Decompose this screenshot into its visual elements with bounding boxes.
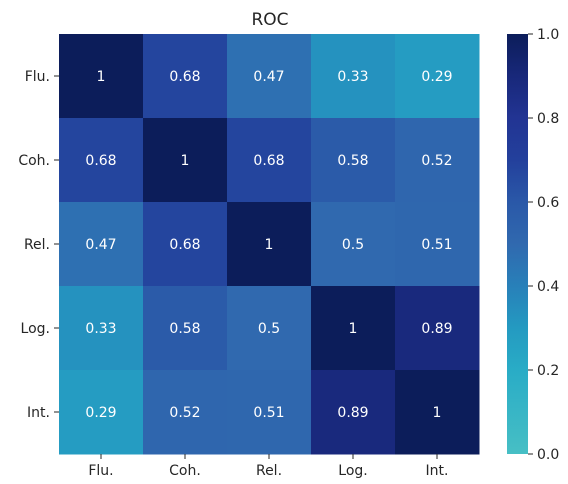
cell-value-label: 0.5 xyxy=(342,237,364,253)
cell-value-label: 0.51 xyxy=(421,237,452,253)
cell-value-label: 0.68 xyxy=(85,153,116,169)
y-tick-label: Int. xyxy=(27,405,50,421)
cell-value-label: 0.47 xyxy=(253,69,284,85)
cell-value-label: 1 xyxy=(181,153,190,169)
y-tick-label: Coh. xyxy=(18,153,50,169)
cell-value-label: 1 xyxy=(97,69,106,85)
cell-value-label: 0.33 xyxy=(85,321,116,337)
cell-value-label: 0.5 xyxy=(258,321,280,337)
cell-value-label: 0.68 xyxy=(169,69,200,85)
y-tick-label: Rel. xyxy=(24,237,50,253)
cell-value-label: 0.68 xyxy=(169,237,200,253)
cell-value-label: 0.68 xyxy=(253,153,284,169)
cell-value-label: 0.33 xyxy=(337,69,368,85)
x-tick-label: Flu. xyxy=(88,463,113,479)
cell-value-label: 0.29 xyxy=(421,69,452,85)
cell-value-label: 0.58 xyxy=(337,153,368,169)
cell-value-label: 0.51 xyxy=(253,405,284,421)
colorbar-tick-label: 0.6 xyxy=(537,195,559,211)
chart-title: ROC xyxy=(251,10,288,30)
colorbar-gradient xyxy=(507,34,528,454)
cell-value-label: 0.89 xyxy=(337,405,368,421)
x-tick-label: Int. xyxy=(426,463,449,479)
cell-value-label: 0.58 xyxy=(169,321,200,337)
cell-value-label: 1 xyxy=(433,405,442,421)
cell-value-label: 1 xyxy=(265,237,274,253)
colorbar-tick-label: 1.0 xyxy=(537,27,559,43)
x-tick-label: Log. xyxy=(338,463,367,479)
cell-value-label: 0.29 xyxy=(85,405,116,421)
x-tick-label: Rel. xyxy=(256,463,282,479)
cell-value-label: 0.52 xyxy=(169,405,200,421)
colorbar-tick-label: 0.4 xyxy=(537,279,559,295)
cell-value-label: 0.47 xyxy=(85,237,116,253)
colorbar: 0.0 0.2 0.4 0.6 0.8 1.0 xyxy=(507,27,559,463)
y-tick-label: Log. xyxy=(21,321,50,337)
x-axis: Flu. Coh. Rel. Log. Int. xyxy=(88,454,448,479)
colorbar-tick-label: 0.2 xyxy=(537,363,559,379)
y-tick-label: Flu. xyxy=(25,69,50,85)
colorbar-tick-label: 0.8 xyxy=(537,111,559,127)
y-axis: Flu. Coh. Rel. Log. Int. xyxy=(18,69,59,421)
x-tick-label: Coh. xyxy=(169,463,201,479)
cell-value-label: 0.89 xyxy=(421,321,452,337)
cell-value-label: 0.52 xyxy=(421,153,452,169)
colorbar-tick-label: 0.0 xyxy=(537,447,559,463)
cell-value-label: 1 xyxy=(349,321,358,337)
